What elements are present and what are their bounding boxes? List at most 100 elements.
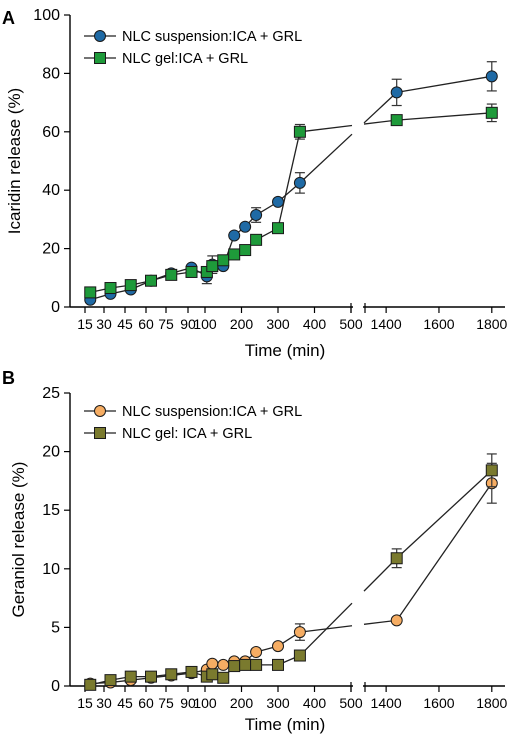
legend-marker <box>94 427 106 439</box>
panel-letter: B <box>2 368 15 388</box>
x-tick-label: 75 <box>158 316 174 332</box>
data-point <box>104 282 117 295</box>
y-tick-label: 20 <box>42 444 60 461</box>
x-tick-label: 1400 <box>371 695 402 711</box>
y-tick-label: 40 <box>42 182 60 199</box>
series-line-segment <box>299 133 353 184</box>
legend-entry: NLC suspension:ICA + GRL <box>84 404 302 420</box>
series-line-segment <box>396 469 493 559</box>
x-tick-label: 1400 <box>371 316 402 332</box>
data-point <box>84 678 97 691</box>
x-tick-label: 200 <box>230 316 254 332</box>
series-2 <box>84 103 498 299</box>
x-tick-label: 90 <box>180 316 196 332</box>
data-point <box>228 248 241 261</box>
data-point <box>293 626 306 639</box>
data-point <box>250 658 263 671</box>
x-tick-label: 45 <box>117 316 133 332</box>
legend-marker <box>94 52 106 64</box>
x-tick-label: 30 <box>96 316 112 332</box>
series-2 <box>84 453 498 691</box>
legend-label: NLC gel:ICA + GRL <box>122 51 248 67</box>
x-tick-label: 45 <box>117 695 133 711</box>
legend-entry: NLC suspension:ICA + GRL <box>84 29 302 45</box>
x-tick-label: 1800 <box>476 695 507 711</box>
data-point <box>217 254 230 267</box>
x-tick-label: 75 <box>158 695 174 711</box>
series-line-segment <box>396 112 492 121</box>
data-point <box>239 658 252 671</box>
data-point <box>84 286 97 299</box>
x-tick-label: 60 <box>138 316 154 332</box>
data-point <box>165 268 178 281</box>
legend-marker <box>94 30 106 42</box>
x-tick-label: 100 <box>193 316 217 332</box>
x-tick-label: 400 <box>303 695 327 711</box>
x-tick-label: 100 <box>193 695 217 711</box>
data-point <box>239 244 252 257</box>
x-tick-label: 500 <box>339 695 363 711</box>
series-line-segment <box>299 124 353 133</box>
y-tick-label: 25 <box>42 385 60 402</box>
x-tick-label: 60 <box>138 695 154 711</box>
series-1 <box>84 462 498 690</box>
y-tick-label: 20 <box>42 241 60 258</box>
x-tick-label: 1600 <box>423 316 454 332</box>
x-tick-label: 400 <box>303 316 327 332</box>
data-point <box>250 209 263 222</box>
y-tick-label: 15 <box>42 502 60 519</box>
data-point <box>124 279 137 292</box>
data-point <box>228 229 241 242</box>
data-point <box>390 614 403 627</box>
data-point <box>293 125 306 138</box>
legend-label: NLC suspension:ICA + GRL <box>122 29 302 45</box>
data-point <box>293 649 306 662</box>
y-tick-label: 0 <box>51 678 60 695</box>
data-point <box>185 265 198 278</box>
legend-marker <box>94 405 106 417</box>
data-point <box>145 274 157 287</box>
data-point <box>145 670 157 683</box>
y-axis-title: Icaridin release (%) <box>5 88 24 234</box>
y-tick-label: 80 <box>42 65 60 82</box>
data-point <box>293 176 306 189</box>
x-tick-label: 200 <box>230 695 254 711</box>
x-tick-label: 15 <box>77 695 93 711</box>
series-1 <box>84 61 498 306</box>
data-point <box>239 220 252 233</box>
panel-letter: A <box>2 8 15 28</box>
data-point <box>485 70 498 83</box>
data-point <box>217 671 230 684</box>
x-tick-label: 15 <box>77 316 93 332</box>
x-tick-label: 30 <box>96 695 112 711</box>
legend-entry: NLC gel: ICA + GRL <box>84 426 252 442</box>
y-tick-label: 5 <box>51 619 60 636</box>
x-axis-title: Time (min) <box>245 341 326 360</box>
data-point <box>185 665 198 678</box>
x-axis-title: Time (min) <box>245 715 326 734</box>
data-point <box>250 233 263 246</box>
x-tick-label: 300 <box>266 695 290 711</box>
series-line-segment <box>277 131 301 229</box>
y-tick-label: 100 <box>33 7 60 24</box>
data-point <box>124 670 137 683</box>
x-tick-label: 90 <box>180 695 196 711</box>
y-tick-label: 10 <box>42 561 60 578</box>
data-point <box>485 464 498 477</box>
data-point <box>390 552 403 565</box>
series-line-segment <box>396 75 492 94</box>
x-tick-label: 1800 <box>476 316 507 332</box>
y-axis-title: Geraniol release (%) <box>9 462 28 618</box>
y-tick-label: 0 <box>51 299 60 316</box>
legend-entry: NLC gel:ICA + GRL <box>84 51 248 67</box>
data-point <box>250 646 263 659</box>
data-point <box>272 195 284 208</box>
data-point <box>390 86 403 99</box>
series-line-segment <box>363 91 398 124</box>
series-line-segment <box>396 482 493 621</box>
data-point <box>390 114 403 127</box>
data-point <box>206 657 219 670</box>
